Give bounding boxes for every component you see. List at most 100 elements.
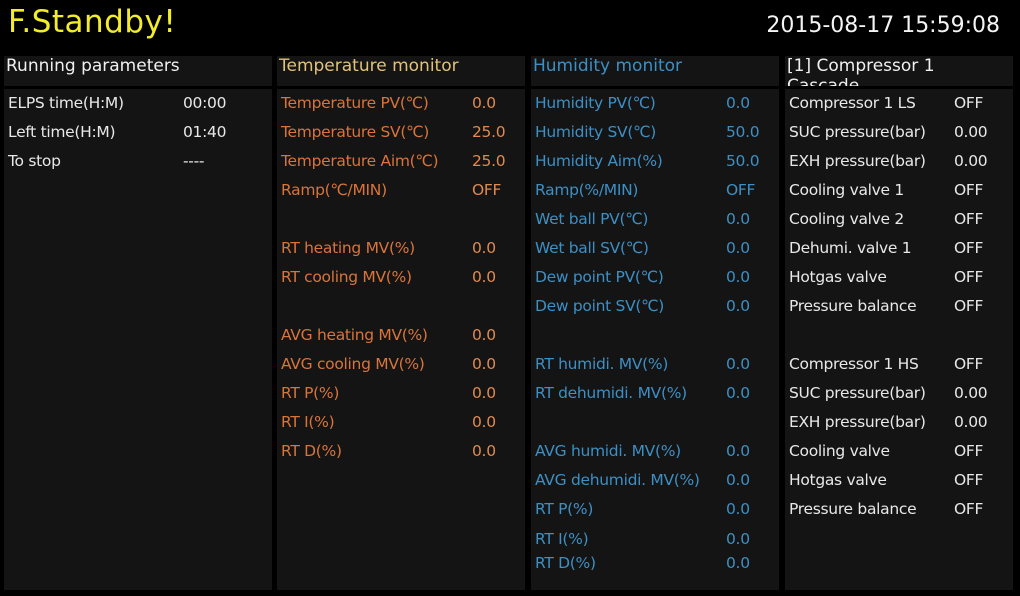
parameter-value: OFF xyxy=(954,210,984,228)
parameter-label: SUC pressure(bar) xyxy=(789,384,926,402)
parameter-row: Humidity SV(℃) 50.0 xyxy=(531,118,779,147)
parameter-row: EXH pressure(bar) 0.00 xyxy=(785,147,1013,176)
parameter-row: RT P(%) 0.0 xyxy=(277,379,525,408)
parameter-row: EXH pressure(bar) 0.00 xyxy=(785,408,1013,437)
parameter-row: RT dehumidi. MV(%) 0.0 xyxy=(531,379,779,408)
parameter-label: ELPS time(H:M) xyxy=(8,94,124,112)
parameter-value: 25.0 xyxy=(472,123,506,141)
parameter-label: RT I(%) xyxy=(535,530,589,548)
parameter-value: 0.0 xyxy=(472,326,496,344)
parameter-label: Dehumi. valve 1 xyxy=(789,239,912,257)
parameter-label: RT cooling MV(%) xyxy=(281,268,412,286)
parameter-label: Humidity Aim(%) xyxy=(535,152,663,170)
parameter-label: Wet ball SV(℃) xyxy=(535,239,649,257)
parameter-value: OFF xyxy=(954,471,984,489)
parameter-value: 0.0 xyxy=(726,355,750,373)
parameter-label: Dew point PV(℃) xyxy=(535,268,664,286)
humidity-monitor-panel: Humidity PV(℃) 0.0 Humidity SV(℃) 50.0 Humid… xyxy=(531,89,779,590)
parameter-row: Humidity Aim(%) 50.0 xyxy=(531,147,779,176)
parameter-label: Pressure balance xyxy=(789,500,917,518)
parameter-value: 0.0 xyxy=(726,554,750,572)
parameter-value: 0.0 xyxy=(726,268,750,286)
parameter-value: 0.0 xyxy=(472,384,496,402)
parameter-row: RT D(%) 0.0 xyxy=(531,549,779,578)
parameter-label: AVG cooling MV(%) xyxy=(281,355,425,373)
parameter-value: 0.0 xyxy=(472,94,496,112)
temperature-monitor-header: Temperature monitor xyxy=(277,56,525,86)
parameter-label: RT P(%) xyxy=(535,500,594,518)
parameter-row: Hotgas valve OFF xyxy=(785,263,1013,292)
parameter-value: 50.0 xyxy=(726,123,760,141)
parameter-value: 0.00 xyxy=(954,384,988,402)
parameter-row: Humidity PV(℃) 0.0 xyxy=(531,89,779,118)
parameter-value: OFF xyxy=(954,239,984,257)
parameter-label: AVG heating MV(%) xyxy=(281,326,428,344)
parameter-label: Cooling valve 1 xyxy=(789,181,904,199)
parameter-label: Left time(H:M) xyxy=(8,123,116,141)
parameter-label: Compressor 1 HS xyxy=(789,355,919,373)
parameter-value: 25.0 xyxy=(472,152,506,170)
parameter-row: Compressor 1 HS OFF xyxy=(785,350,1013,379)
parameter-row: Cooling valve 1 OFF xyxy=(785,176,1013,205)
parameter-value: OFF xyxy=(954,268,984,286)
parameter-value: OFF xyxy=(726,181,756,199)
parameter-label: Hotgas valve xyxy=(789,268,887,286)
parameter-value: 0.0 xyxy=(472,268,496,286)
parameter-value: 50.0 xyxy=(726,152,760,170)
parameter-value: 0.00 xyxy=(954,413,988,431)
parameter-label: Cooling valve xyxy=(789,442,890,460)
parameter-value: 0.00 xyxy=(954,123,988,141)
compressor-header: [1] Compressor 1 Cascade xyxy=(785,56,1013,86)
parameter-label: To stop xyxy=(8,152,61,170)
running-parameters-header: Running parameters xyxy=(4,56,272,86)
parameter-value: ---- xyxy=(183,152,205,170)
parameter-value: OFF xyxy=(954,442,984,460)
parameter-row: RT humidi. MV(%) 0.0 xyxy=(531,350,779,379)
parameter-row: AVG dehumidi. MV(%) 0.0 xyxy=(531,466,779,495)
parameter-value: 0.0 xyxy=(726,500,750,518)
parameter-value: 0.0 xyxy=(726,530,750,548)
parameter-row: Temperature Aim(℃) 25.0 xyxy=(277,147,525,176)
parameter-value: 0.0 xyxy=(726,384,750,402)
parameter-label: Compressor 1 LS xyxy=(789,94,916,112)
parameter-row: To stop ---- xyxy=(4,147,272,176)
parameter-label: RT heating MV(%) xyxy=(281,239,415,257)
parameter-row: SUC pressure(bar) 0.00 xyxy=(785,118,1013,147)
parameter-label: Ramp(%/MIN) xyxy=(535,181,639,199)
parameter-row: Pressure balance OFF xyxy=(785,292,1013,321)
parameter-row: RT D(%) 0.0 xyxy=(277,437,525,466)
parameter-label: Temperature SV(℃) xyxy=(281,123,429,141)
parameter-label: AVG humidi. MV(%) xyxy=(535,442,681,460)
parameter-value: OFF xyxy=(954,355,984,373)
parameter-row: RT P(%) 0.0 xyxy=(531,495,779,524)
parameter-row: Cooling valve 2 OFF xyxy=(785,205,1013,234)
parameter-row: Pressure balance OFF xyxy=(785,495,1013,524)
parameter-row: Dew point SV(℃) 0.0 xyxy=(531,292,779,321)
parameter-label: RT I(%) xyxy=(281,413,335,431)
parameter-value: 0.00 xyxy=(954,152,988,170)
parameter-row: RT I(%) 0.0 xyxy=(277,408,525,437)
parameter-value: 0.0 xyxy=(726,239,750,257)
parameter-row: Ramp(℃/MIN) OFF xyxy=(277,176,525,205)
parameter-label: Humidity PV(℃) xyxy=(535,94,656,112)
parameter-row: RT heating MV(%) 0.0 xyxy=(277,234,525,263)
parameter-value: OFF xyxy=(472,181,502,199)
parameter-value: 0.0 xyxy=(472,413,496,431)
parameter-row: Cooling valve OFF xyxy=(785,437,1013,466)
parameter-row: Wet ball SV(℃) 0.0 xyxy=(531,234,779,263)
parameter-row: ELPS time(H:M) 00:00 xyxy=(4,89,272,118)
parameter-label: Hotgas valve xyxy=(789,471,887,489)
parameter-row: Ramp(%/MIN) OFF xyxy=(531,176,779,205)
parameter-label: Dew point SV(℃) xyxy=(535,297,664,315)
parameter-value: OFF xyxy=(954,94,984,112)
parameter-row: RT I(%) 0.0 xyxy=(531,525,779,554)
parameter-row: Temperature SV(℃) 25.0 xyxy=(277,118,525,147)
parameter-label: Ramp(℃/MIN) xyxy=(281,181,387,199)
parameter-label: RT dehumidi. MV(%) xyxy=(535,384,687,402)
parameter-row: Hotgas valve OFF xyxy=(785,466,1013,495)
parameter-value: 01:40 xyxy=(183,123,227,141)
parameter-value: 00:00 xyxy=(183,94,227,112)
parameter-label: Temperature PV(℃) xyxy=(281,94,429,112)
parameter-row: AVG cooling MV(%) 0.0 xyxy=(277,350,525,379)
parameter-value: 0.0 xyxy=(472,355,496,373)
